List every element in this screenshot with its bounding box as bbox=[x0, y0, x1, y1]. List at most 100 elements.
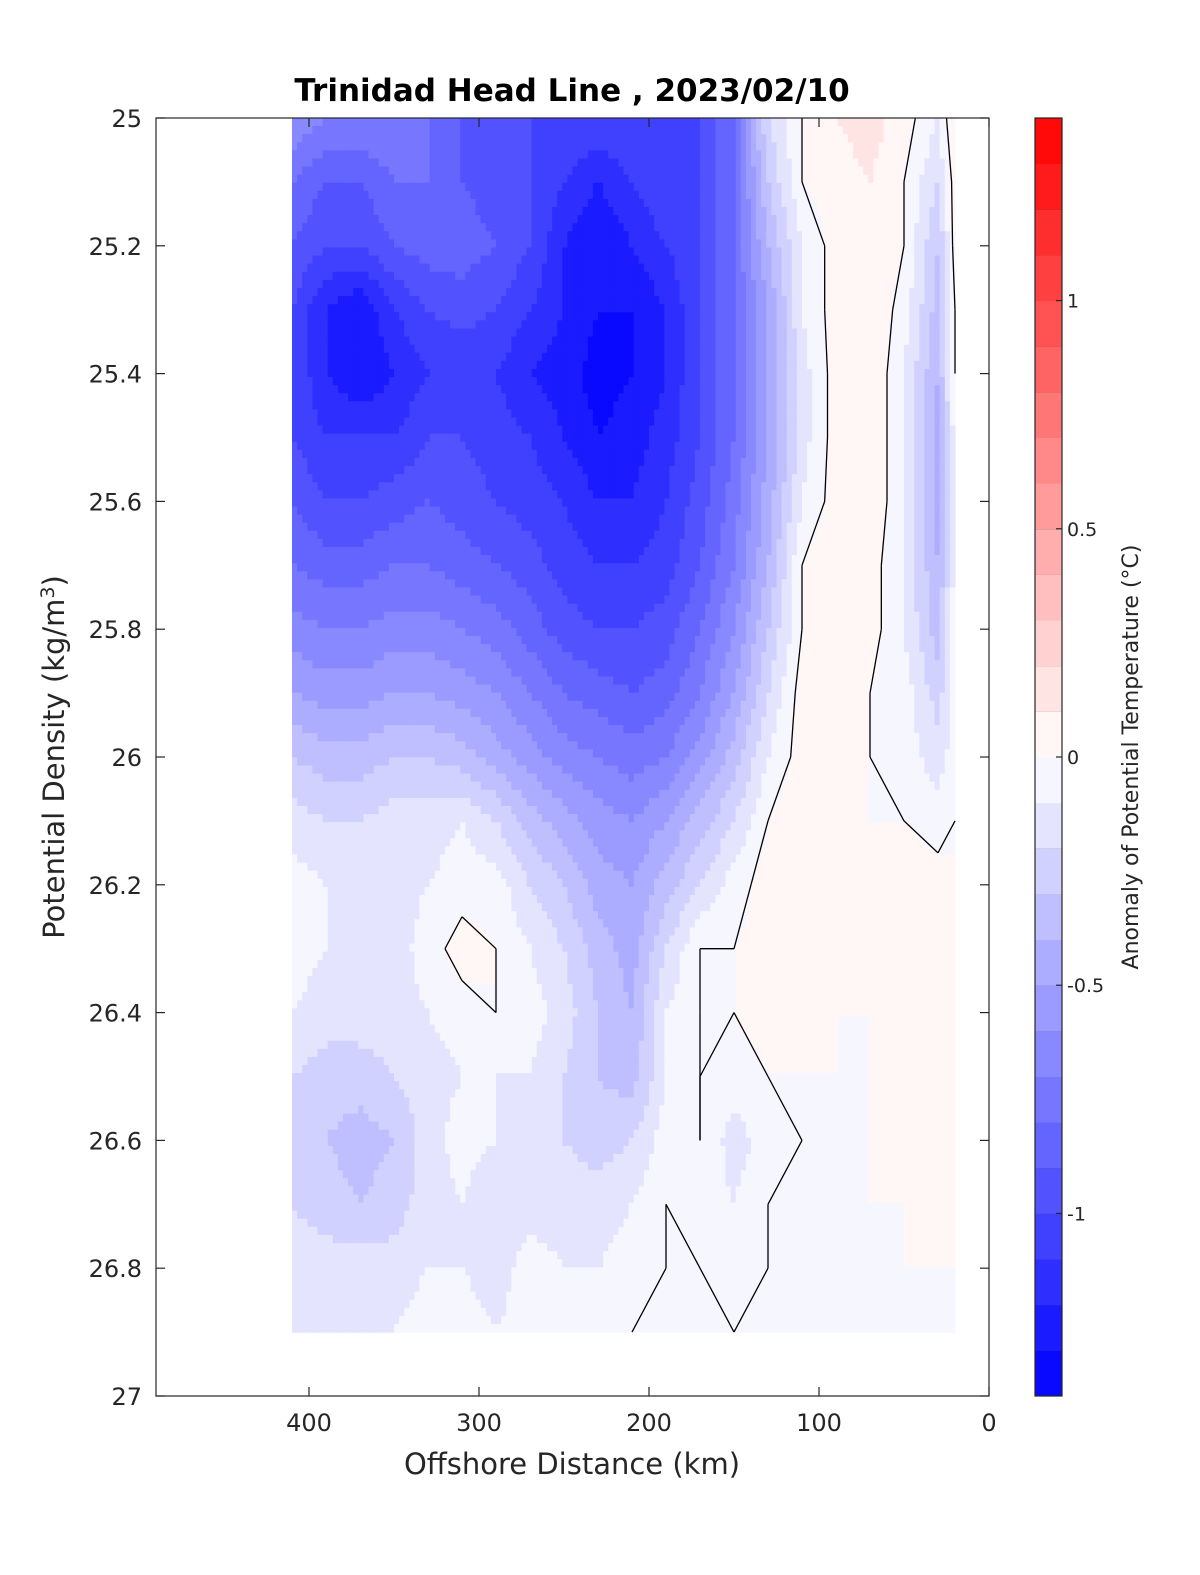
field-cell bbox=[343, 377, 349, 386]
field-cell bbox=[541, 377, 548, 386]
field-cell bbox=[888, 174, 895, 184]
field-cell bbox=[373, 239, 380, 249]
field-cell bbox=[587, 198, 594, 208]
field-cell bbox=[506, 344, 512, 354]
field-cell bbox=[618, 336, 625, 346]
field-cell bbox=[480, 304, 487, 313]
field-cell bbox=[878, 320, 885, 330]
field-cell bbox=[562, 304, 568, 313]
field-cell bbox=[822, 223, 829, 232]
field-cell bbox=[587, 126, 594, 135]
field-cell bbox=[567, 263, 574, 273]
field-cell bbox=[868, 417, 874, 427]
field-cell bbox=[628, 417, 635, 427]
field-cell bbox=[669, 150, 676, 160]
field-cell bbox=[465, 166, 472, 176]
field-cell bbox=[608, 207, 614, 216]
field-cell bbox=[638, 320, 645, 330]
field-cell bbox=[822, 417, 829, 427]
field-cell bbox=[847, 368, 854, 378]
field-cell bbox=[302, 304, 308, 313]
field-cell bbox=[348, 279, 354, 289]
field-cell bbox=[618, 158, 625, 168]
field-cell bbox=[796, 417, 803, 427]
field-cell bbox=[368, 215, 375, 224]
field-cell bbox=[725, 118, 732, 127]
field-cell bbox=[796, 279, 803, 289]
field-cell bbox=[419, 368, 426, 378]
field-cell bbox=[547, 126, 553, 135]
field-cell bbox=[480, 126, 487, 135]
field-cell bbox=[363, 393, 370, 402]
field-cell bbox=[888, 296, 895, 305]
field-cell bbox=[547, 368, 553, 378]
field-cell bbox=[832, 417, 839, 427]
field-cell bbox=[439, 158, 446, 168]
field-cell bbox=[893, 344, 900, 354]
field-cell bbox=[730, 223, 737, 232]
field-cell bbox=[796, 118, 803, 127]
field-cell bbox=[684, 287, 691, 297]
field-cell bbox=[322, 182, 329, 192]
field-cell bbox=[358, 368, 364, 378]
field-cell bbox=[475, 409, 482, 419]
field-cell bbox=[404, 215, 410, 224]
field-cell bbox=[496, 207, 502, 216]
field-cell bbox=[944, 215, 951, 224]
field-cell bbox=[292, 279, 298, 289]
field-cell bbox=[654, 385, 660, 394]
field-cell bbox=[608, 255, 614, 265]
field-cell bbox=[939, 409, 946, 419]
field-cell bbox=[771, 304, 778, 313]
field-cell bbox=[394, 385, 400, 394]
field-cell bbox=[649, 296, 655, 305]
field-cell bbox=[888, 255, 895, 265]
field-cell bbox=[654, 207, 660, 216]
field-cell bbox=[608, 328, 614, 338]
field-cell bbox=[898, 368, 905, 378]
field-cell bbox=[807, 190, 813, 200]
field-cell bbox=[705, 215, 711, 224]
field-cell bbox=[348, 166, 354, 176]
field-cell bbox=[567, 150, 574, 160]
field-cell bbox=[700, 287, 706, 297]
field-cell bbox=[939, 158, 946, 168]
field-cell bbox=[628, 279, 635, 289]
field-cell bbox=[587, 190, 594, 200]
field-cell bbox=[858, 231, 864, 241]
field-cell bbox=[761, 279, 767, 289]
field-cell bbox=[766, 279, 772, 289]
field-cell bbox=[914, 360, 920, 370]
field-cell bbox=[312, 320, 319, 330]
field-cell bbox=[700, 223, 706, 232]
field-cell bbox=[394, 263, 400, 273]
field-cell bbox=[781, 360, 788, 370]
field-cell bbox=[623, 352, 630, 362]
field-cell bbox=[592, 287, 599, 297]
field-cell bbox=[623, 401, 630, 410]
field-cell bbox=[674, 312, 681, 321]
field-cell bbox=[893, 255, 900, 265]
field-cell bbox=[414, 320, 421, 330]
field-cell bbox=[394, 134, 400, 143]
field-cell bbox=[761, 223, 767, 232]
field-cell bbox=[710, 190, 716, 200]
field-cell bbox=[628, 231, 635, 241]
field-cell bbox=[659, 352, 665, 362]
field-cell bbox=[679, 328, 686, 338]
field-cell bbox=[766, 166, 772, 176]
field-cell bbox=[842, 207, 849, 216]
field-cell bbox=[628, 393, 635, 402]
field-cell bbox=[327, 150, 334, 160]
field-cell bbox=[710, 198, 716, 208]
field-cell bbox=[924, 352, 931, 362]
field-cell bbox=[536, 279, 543, 289]
field-cell bbox=[853, 271, 859, 281]
field-cell bbox=[465, 150, 472, 160]
field-cell bbox=[914, 166, 920, 176]
field-cell bbox=[623, 166, 630, 176]
field-cell bbox=[817, 118, 823, 127]
field-cell bbox=[812, 320, 818, 330]
field-cell bbox=[868, 409, 874, 419]
field-cell bbox=[521, 166, 528, 176]
